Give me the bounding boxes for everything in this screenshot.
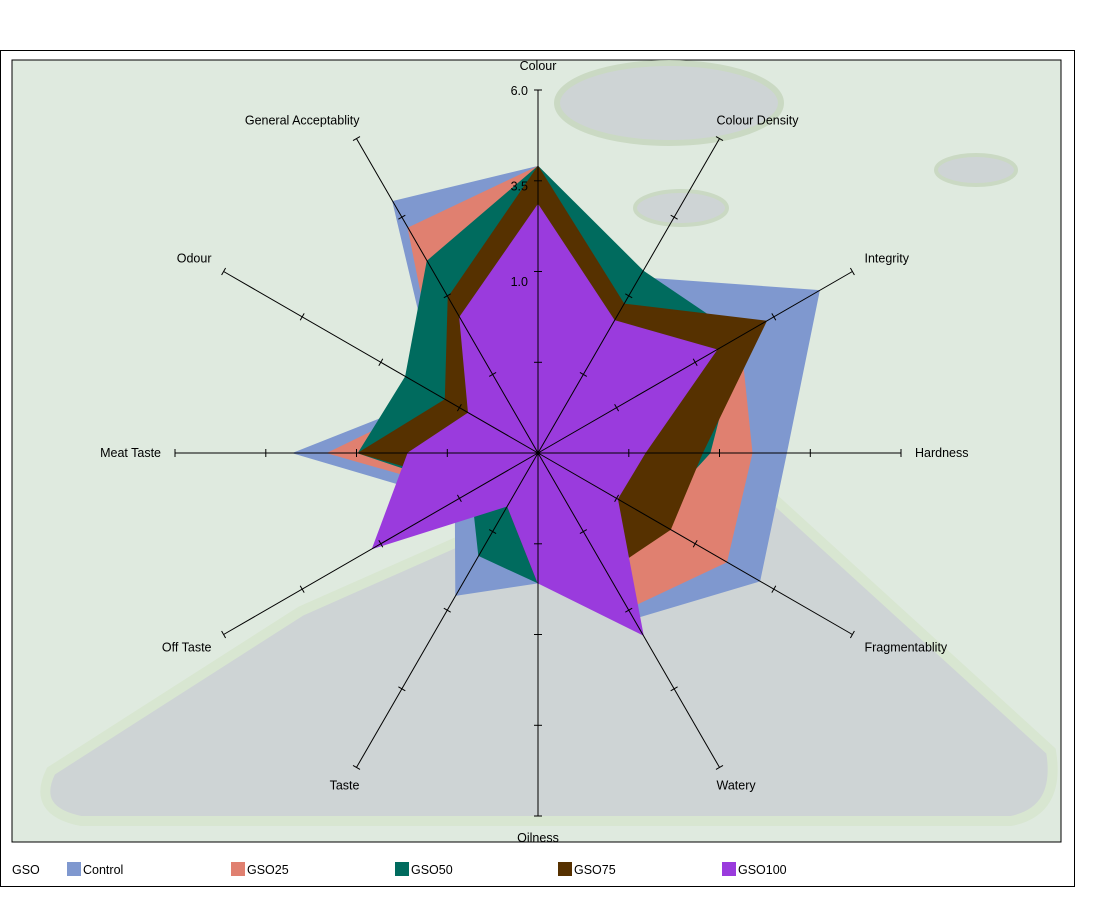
axis-tick [378, 358, 384, 366]
axis-tick [299, 585, 305, 593]
axis-label-watery: Watery [717, 779, 757, 793]
axis-tick [670, 214, 678, 220]
axis-tick [614, 494, 620, 503]
legend-swatch-gso75 [558, 862, 572, 876]
axis-tick [692, 358, 698, 366]
axis-label-hardness: Hardness [915, 446, 969, 460]
legend-label-gso100: GSO100 [738, 863, 787, 877]
radar-chart: 6.0 3.5 1.0 Colour Colour Density Integrity Ha… [11, 59, 1062, 877]
background-decoration [40, 60, 1058, 826]
legend-label-gso75: GSO75 [574, 863, 616, 877]
axis-label-colour: Colour [520, 59, 557, 73]
axis-label-off-taste: Off Taste [162, 641, 212, 655]
axis-tick [378, 540, 384, 548]
legend-title: GSO [12, 863, 40, 877]
axis-tick [715, 764, 724, 770]
chart-frame: 6.0 3.5 1.0 Colour Colour Density Integrity Ha… [0, 50, 1075, 887]
axis-tick [221, 630, 227, 639]
axis-tick [456, 403, 462, 412]
axis-tick [488, 529, 497, 535]
axis-label-meat-taste: Meat Taste [100, 446, 161, 460]
axis-label-taste: Taste [330, 779, 360, 793]
legend-label-gso25: GSO25 [247, 863, 289, 877]
axis-tick [299, 313, 305, 321]
tick-label: 3.5 [511, 180, 528, 194]
legend-label-control: Control [83, 863, 123, 877]
axis-label-integrity: Integrity [865, 252, 910, 266]
axis-tick [443, 607, 451, 613]
axis-tick [625, 607, 633, 613]
axis-tick [715, 136, 724, 142]
axis-tick [625, 293, 633, 299]
axis-label-general-acceptablity: General Acceptablity [245, 114, 360, 128]
legend-label-gso50: GSO50 [411, 863, 453, 877]
axis-label-colour-density: Colour Density [717, 114, 800, 128]
legend-swatch-gso25 [231, 862, 245, 876]
axis-label-oilness: Oilness [517, 831, 559, 845]
axis-tick [398, 686, 406, 692]
axis-tick [579, 371, 588, 377]
axis-tick [579, 529, 588, 535]
axis-tick [692, 540, 698, 548]
axis-tick [771, 585, 777, 593]
axis-tick [849, 630, 855, 639]
axis-tick [443, 293, 451, 299]
axis-tick [488, 371, 497, 377]
axis-tick [670, 686, 678, 692]
legend-swatch-gso100 [722, 862, 736, 876]
tick-label: 6.0 [511, 84, 528, 98]
axis-tick [849, 267, 855, 276]
axis-tick [398, 214, 406, 220]
legend-swatch-gso50 [395, 862, 409, 876]
axis-tick [352, 764, 361, 770]
axis-tick [221, 267, 227, 276]
axis-tick [771, 313, 777, 321]
axis-label-odour: Odour [177, 252, 212, 266]
legend-swatch-control [67, 862, 81, 876]
tick-label: 1.0 [511, 275, 528, 289]
axis-tick [614, 403, 620, 412]
axis-tick [352, 136, 361, 142]
axis-tick [456, 494, 462, 503]
axis-label-fragmentablity: Fragmentablity [865, 641, 948, 655]
